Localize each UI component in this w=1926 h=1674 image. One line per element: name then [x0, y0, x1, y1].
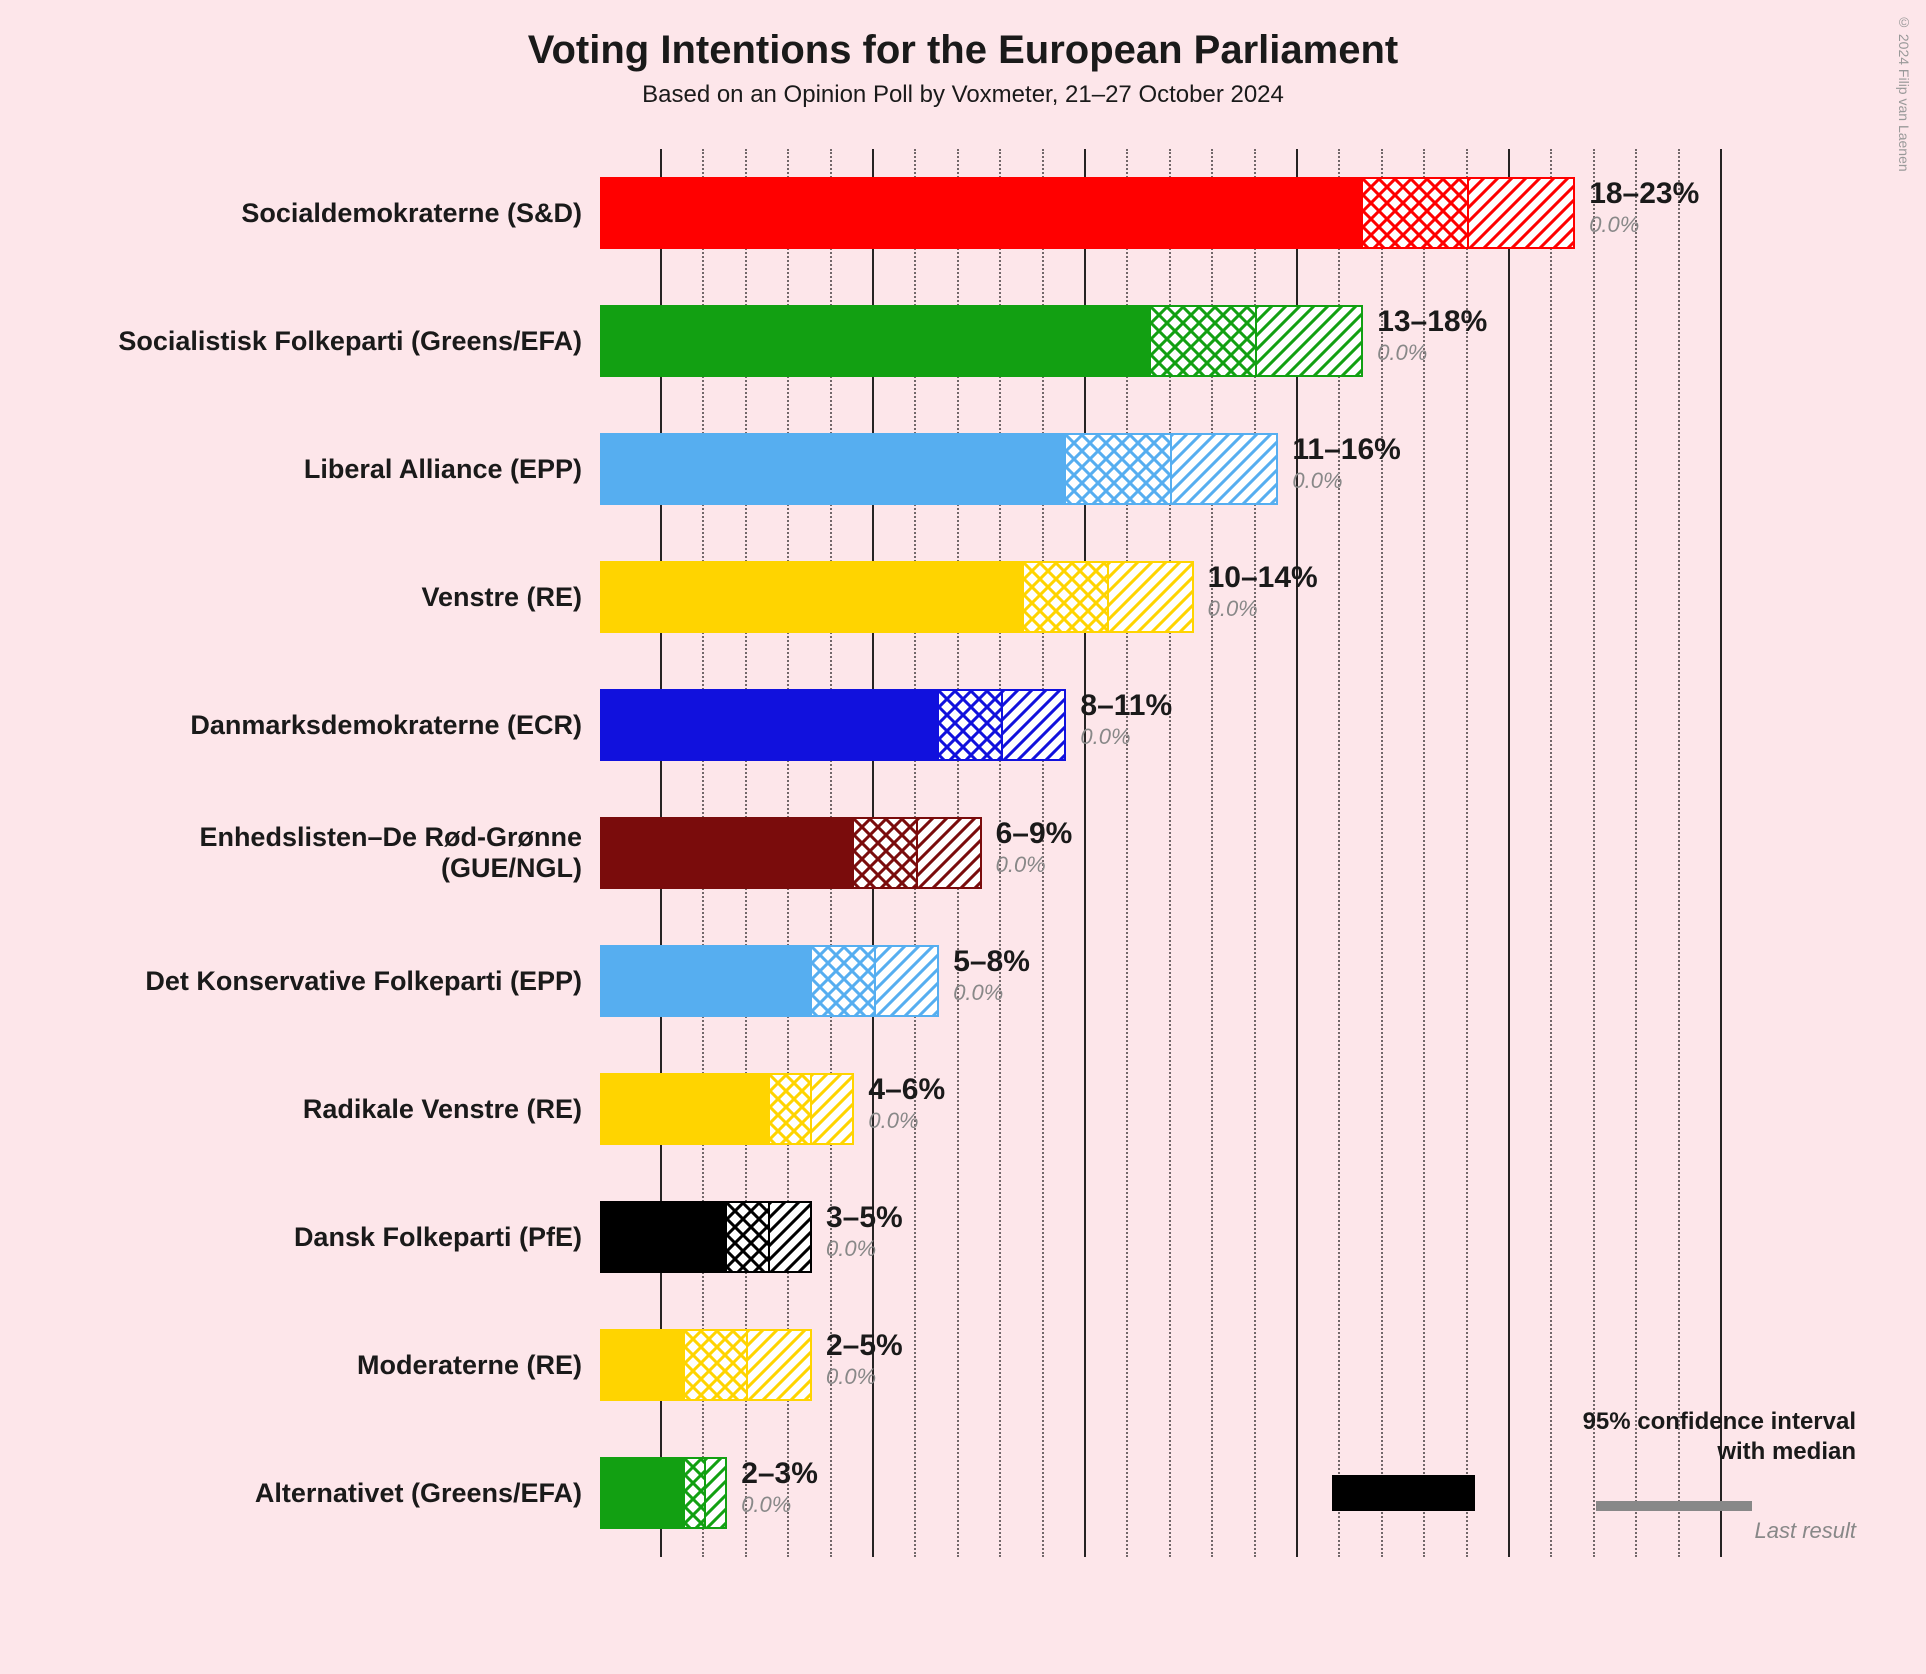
party-label: Radikale Venstre (RE) — [60, 1094, 600, 1125]
party-row: Enhedslisten–De Rød-Grønne (GUE/NGL) 6–9%… — [60, 789, 1926, 917]
party-value: 2–5%0.0% — [826, 1329, 903, 1389]
chart-title: Voting Intentions for the European Parli… — [0, 0, 1926, 73]
party-label: Venstre (RE) — [60, 582, 600, 613]
party-label: Det Konservative Folkeparti (EPP) — [60, 966, 600, 997]
legend-line1: 95% confidence interval — [1332, 1407, 1856, 1437]
party-value: 5–8%0.0% — [953, 945, 1030, 1005]
party-bar: 3–5%0.0% — [600, 1201, 1660, 1273]
legend-line2: with median — [1332, 1437, 1856, 1467]
party-value: 10–14%0.0% — [1208, 561, 1318, 621]
party-bar: 8–11%0.0% — [600, 689, 1660, 761]
party-label: Socialistisk Folkeparti (Greens/EFA) — [60, 326, 600, 357]
party-label: Moderaterne (RE) — [60, 1350, 600, 1381]
party-bar: 13–18%0.0% — [600, 305, 1660, 377]
party-label: Enhedslisten–De Rød-Grønne (GUE/NGL) — [60, 822, 600, 884]
party-bar: 6–9%0.0% — [600, 817, 1660, 889]
party-bar: 18–23%0.0% — [600, 177, 1660, 249]
party-value: 11–16%0.0% — [1292, 433, 1400, 493]
party-label: Socialdemokraterne (S&D) — [60, 198, 600, 229]
party-row: Radikale Venstre (RE) 4–6%0.0% — [60, 1045, 1926, 1173]
legend-last-result: Last result — [1332, 1518, 1856, 1544]
party-value: 3–5%0.0% — [826, 1201, 903, 1261]
party-row: Socialistisk Folkeparti (Greens/EFA) 13–1… — [60, 277, 1926, 405]
bar-chart: Socialdemokraterne (S&D)18–23%0.0%Social… — [60, 149, 1926, 1557]
party-row: Socialdemokraterne (S&D)18–23%0.0% — [60, 149, 1926, 277]
party-value: 8–11%0.0% — [1080, 689, 1172, 749]
party-label: Alternativet (Greens/EFA) — [60, 1478, 600, 1509]
party-value: 13–18%0.0% — [1377, 305, 1487, 365]
party-bar: 11–16%0.0% — [600, 433, 1660, 505]
party-bar: 5–8%0.0% — [600, 945, 1660, 1017]
party-label: Liberal Alliance (EPP) — [60, 454, 600, 485]
chart-legend: 95% confidence interval with median Last… — [1332, 1407, 1856, 1544]
party-row: Venstre (RE) 10–14%0.0% — [60, 533, 1926, 661]
party-value: 6–9%0.0% — [996, 817, 1073, 877]
party-value: 18–23%0.0% — [1589, 177, 1699, 237]
chart-subtitle: Based on an Opinion Poll by Voxmeter, 21… — [0, 81, 1926, 109]
party-bar: 10–14%0.0% — [600, 561, 1660, 633]
party-bar: 4–6%0.0% — [600, 1073, 1660, 1145]
party-label: Danmarksdemokraterne (ECR) — [60, 710, 600, 741]
chart-rows: Socialdemokraterne (S&D)18–23%0.0%Social… — [60, 149, 1926, 1557]
party-row: Danmarksdemokraterne (ECR) 8–11%0.0% — [60, 661, 1926, 789]
party-row: Liberal Alliance (EPP) 11–16%0.0% — [60, 405, 1926, 533]
party-label: Dansk Folkeparti (PfE) — [60, 1222, 600, 1253]
party-row: Det Konservative Folkeparti (EPP) 5–8%0.0… — [60, 917, 1926, 1045]
party-bar: 2–5%0.0% — [600, 1329, 1660, 1401]
party-value: 2–3%0.0% — [741, 1457, 818, 1517]
legend-swatch — [1332, 1475, 1592, 1511]
party-row: Dansk Folkeparti (PfE) 3–5%0.0% — [60, 1173, 1926, 1301]
party-value: 4–6%0.0% — [868, 1073, 945, 1133]
